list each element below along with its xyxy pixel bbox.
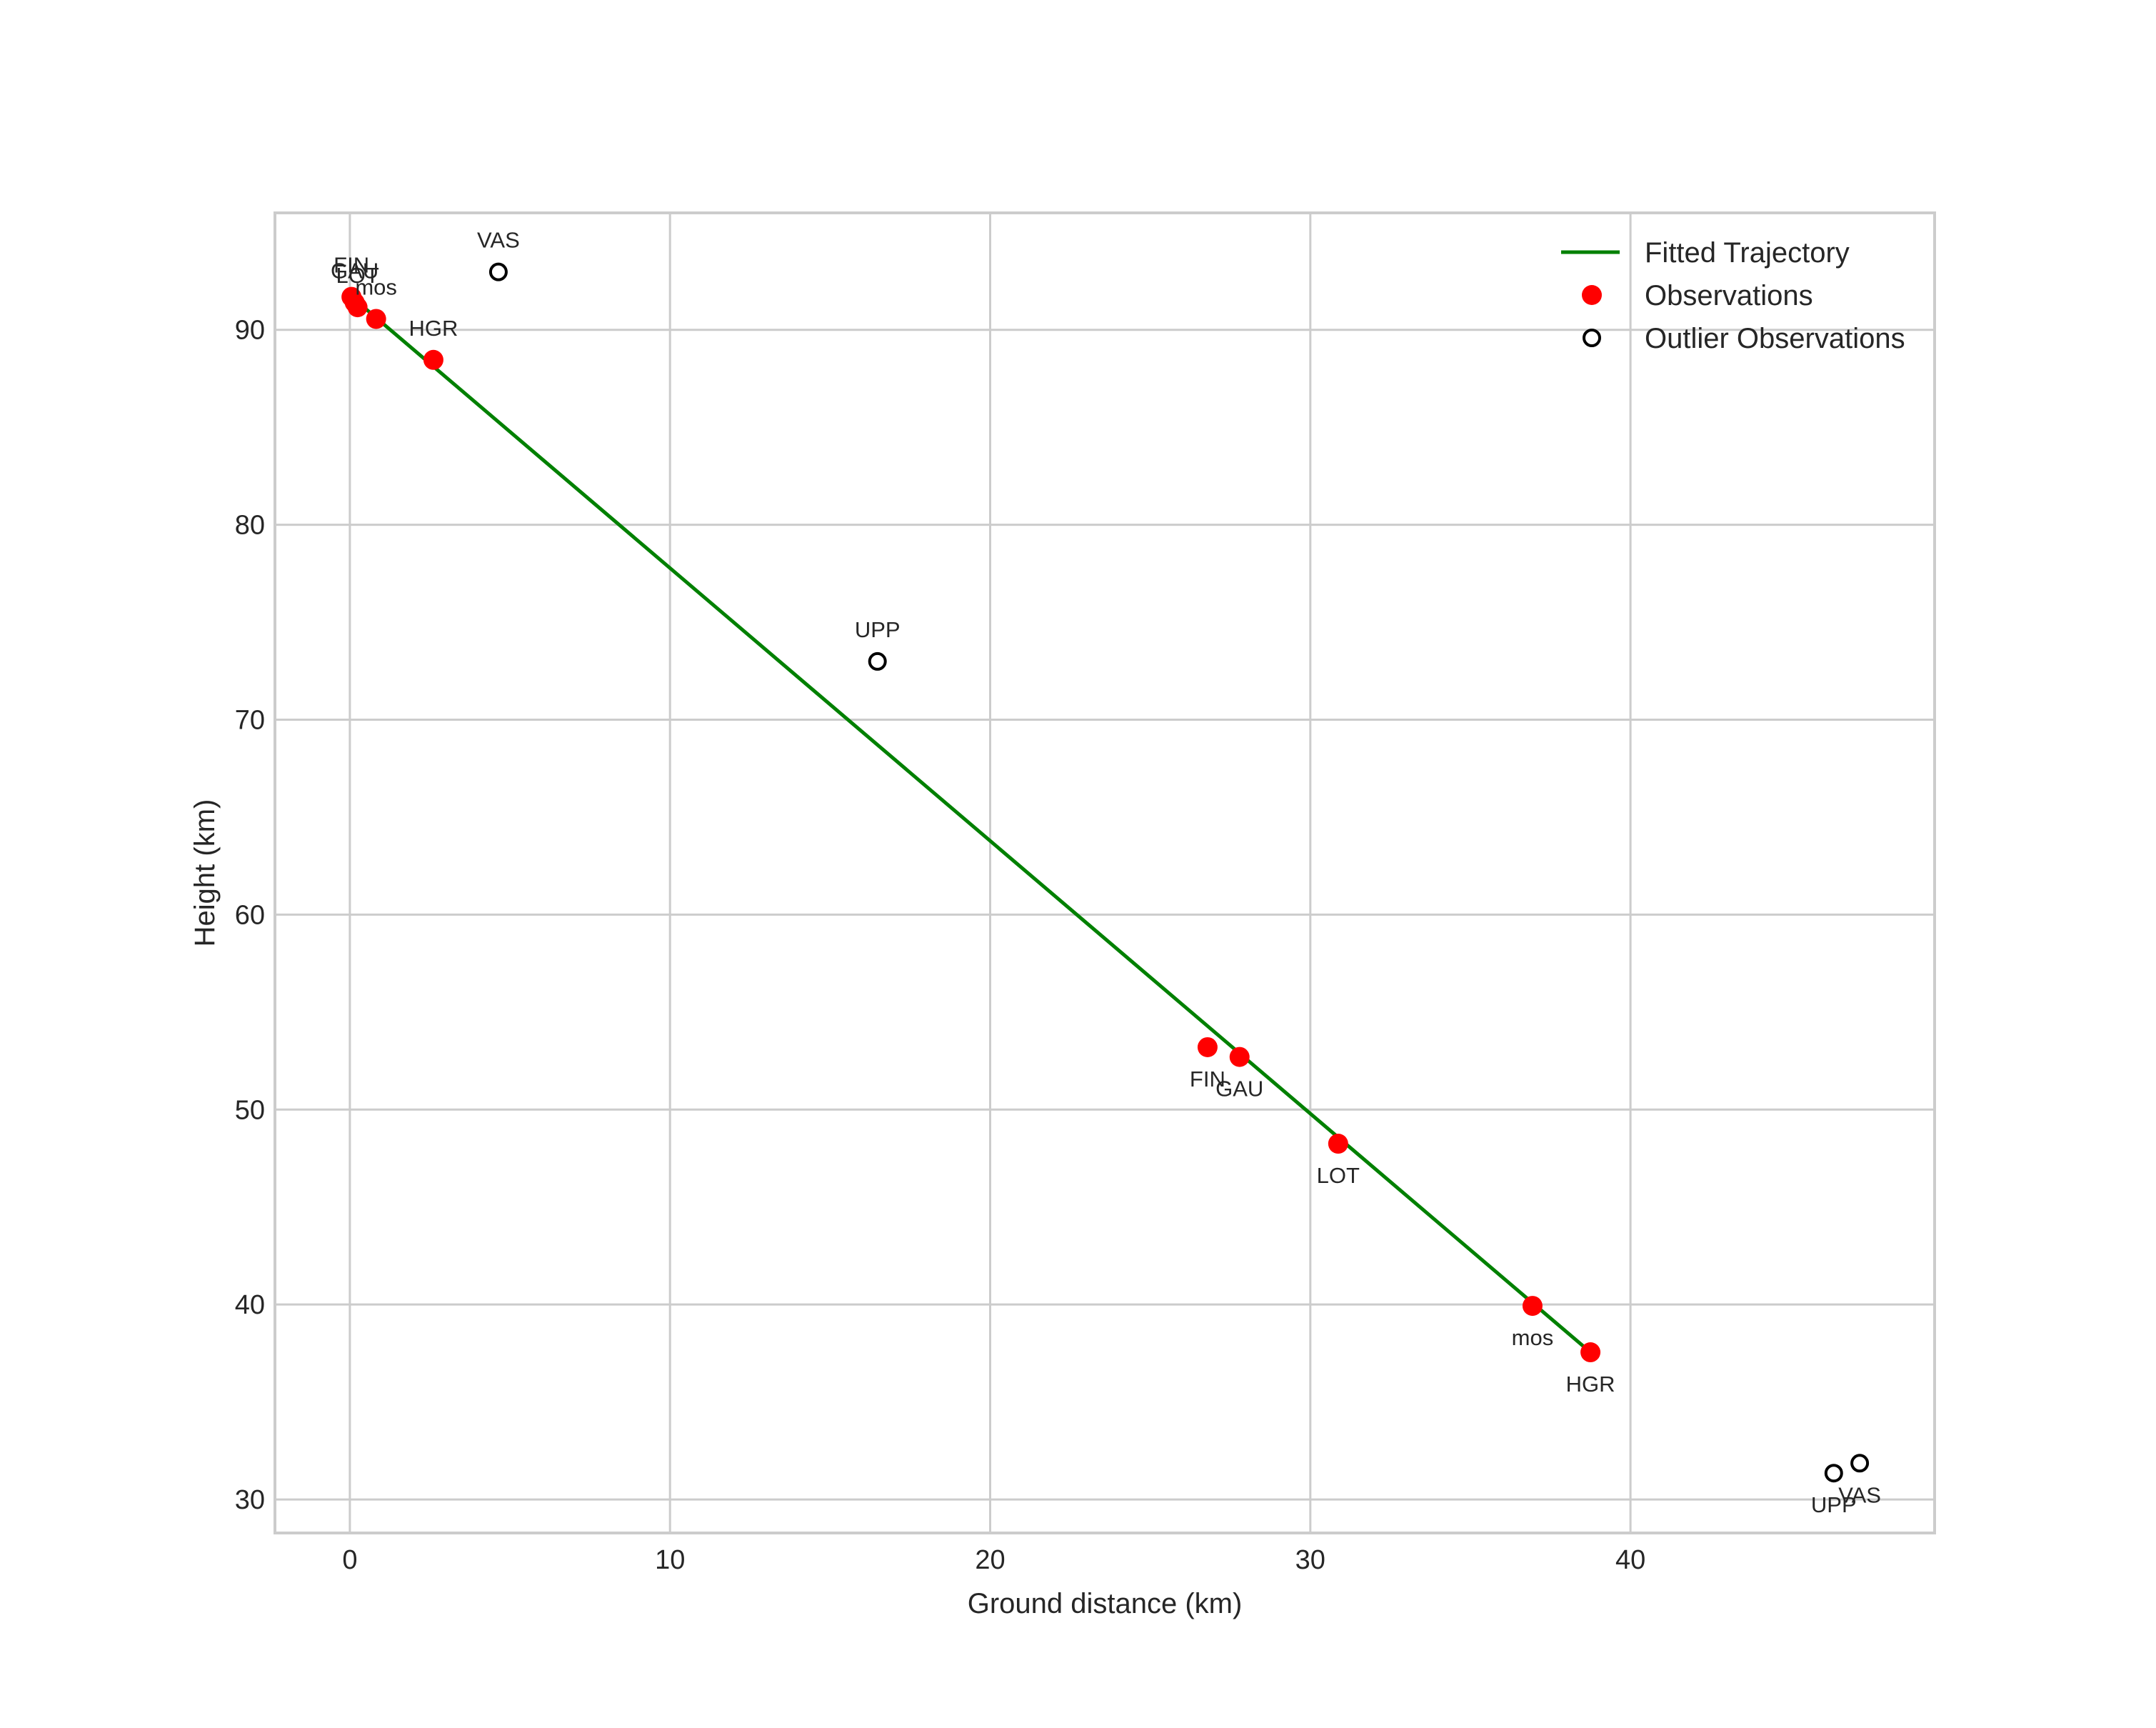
point-label: VAS [477,228,520,253]
point-label: UPP [1811,1492,1857,1517]
x-tick-label: 40 [1615,1545,1645,1575]
point-label: LOT [1317,1163,1360,1188]
y-tick-label: 50 [235,1095,265,1125]
point-label: HGR [408,316,458,341]
observation-point [1229,1047,1250,1067]
x-tick-label: 30 [1295,1545,1325,1575]
point-label: UPP [855,617,901,642]
observation-point [423,349,443,370]
observation-point [1328,1134,1348,1154]
legend-label-outlier-observations: Outlier Observations [1645,323,1905,354]
y-axis-label: Height (km) [189,799,221,947]
y-tick-label: 70 [235,706,265,736]
outlier-point [868,651,887,671]
legend: Fitted Trajectory Observations Outlier O… [1561,237,1905,354]
observation-point [1197,1037,1218,1057]
point-label: VAS [1838,1482,1881,1507]
observation-point [1522,1296,1543,1317]
y-tick-label: 30 [235,1485,265,1515]
filled-circle-icon [1582,285,1602,305]
outlier-point [1824,1464,1843,1483]
observation-point [366,309,386,329]
point-label: mos [355,274,397,299]
x-tick-label: 20 [975,1545,1005,1575]
y-axis-ticks: 30 40 50 60 70 80 90 [235,316,265,1515]
fitted-trajectory-line [350,295,1592,1354]
legend-label-observations: Observations [1645,280,1813,311]
point-label: FIN [334,253,369,278]
observation-point [347,297,368,318]
outlier-point [1850,1454,1870,1473]
x-tick-label: 0 [342,1545,357,1575]
point-label: LOT [336,263,379,288]
point-label: FIN [1190,1067,1225,1092]
plot-series [341,262,1870,1483]
y-tick-label: 40 [235,1290,265,1320]
x-axis-ticks: 0 10 20 30 40 [342,1545,1645,1575]
point-label: GAU [1215,1077,1263,1102]
point-labels: FINGAULOTmosHGRFINGAULOTmosHGRVASUPPUPPV… [331,228,1881,1518]
y-tick-label: 80 [235,511,265,541]
y-tick-label: 60 [235,900,265,930]
legend-label-fitted-trajectory: Fitted Trajectory [1645,237,1850,269]
point-label: HGR [1566,1372,1615,1397]
plot-frame [274,211,1936,1534]
observation-point [1580,1342,1601,1363]
x-axis-label: Ground distance (km) [968,1588,1243,1619]
point-label: mos [1512,1325,1554,1350]
gridlines [275,213,1935,1533]
y-tick-label: 90 [235,316,265,346]
x-tick-label: 10 [655,1545,685,1575]
outlier-point [488,262,508,281]
point-label: GAU [331,259,378,284]
hollow-circle-icon [1583,329,1601,347]
